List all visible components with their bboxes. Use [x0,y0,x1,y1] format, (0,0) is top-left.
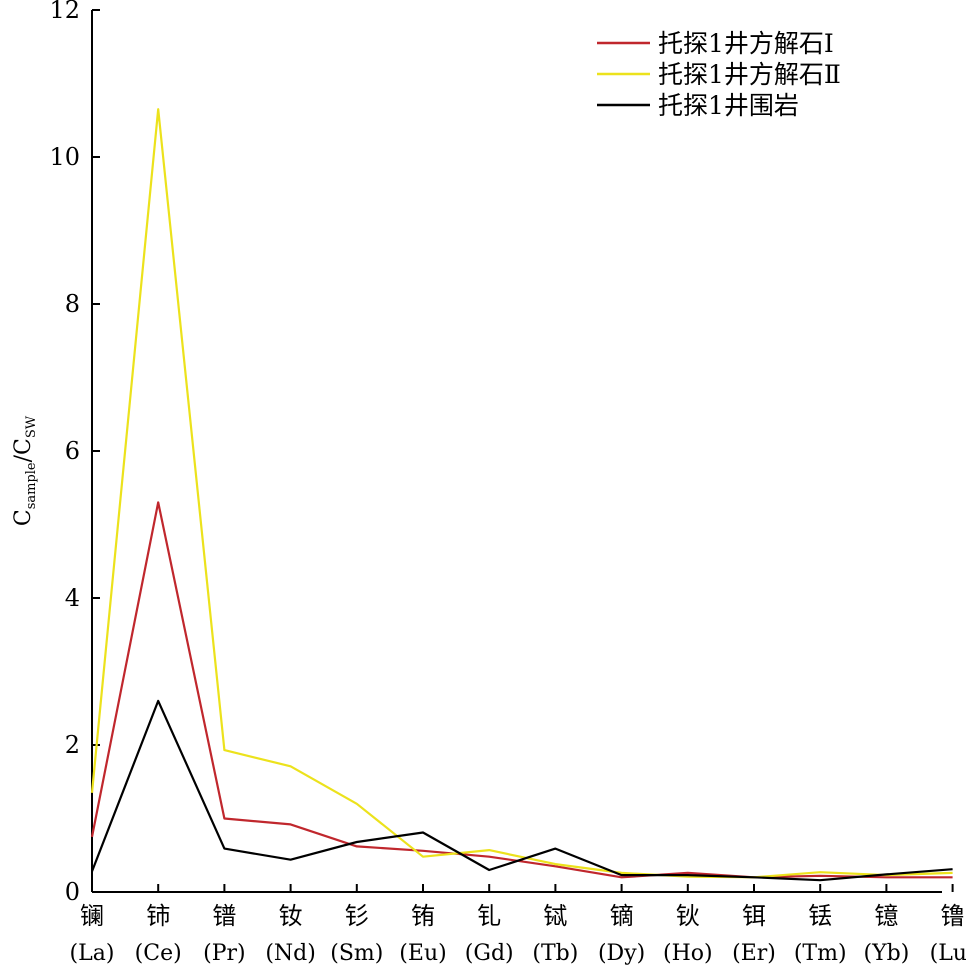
x-tick-label-symbol: (Ho) [663,941,713,966]
series-layer [90,108,953,882]
x-tick-label-element: 钐 [345,902,369,930]
x-tick-label-symbol: (Ce) [135,941,182,966]
x-tick-label-symbol: (Dy) [598,941,645,966]
y-tick-label: 10 [49,143,80,171]
x-tick-label-symbol: (Tb) [532,941,578,966]
series-line-1 [90,501,953,879]
x-tick-label-element: 镨 [212,902,236,930]
x-tick-label-element: 铕 [411,902,435,930]
y-tick-label: 2 [65,731,80,759]
y-tick-label: 0 [65,878,80,906]
x-tick-label-symbol: (Pr) [203,941,246,966]
series-line-2 [90,108,953,879]
x-tick-label-element: 铒 [742,902,766,930]
y-tick-label: 4 [65,584,80,612]
x-tick-label-symbol: (Lu) [930,941,966,966]
x-tick-label-element: 铥 [808,902,832,930]
x-tick-label-symbol: (Eu) [399,941,446,966]
x-tick-label-symbol: (Nd) [265,941,316,966]
x-tick-label-element: 镝 [610,902,634,930]
x-tick-label-element: 铈 [146,902,170,930]
legend-label-2: 托探1井方解石Ⅱ [658,60,841,89]
x-tick-label-symbol: (Sm) [330,941,383,966]
x-tick-label-element: 钬 [676,902,700,930]
axes: 0 2 4 6 8 10 12 镧 (La) 铈 (Ce) 镨 (Pr) 钕 (Nd) 钐 (Sm) 铕 (Eu) 钆… [49,0,966,966]
x-tick-label-symbol: (Er) [732,941,776,966]
x-tick-label-element: 镧 [80,902,104,930]
y-axis-label: Csample/CSW [11,415,39,526]
x-tick-label-element: 钕 [279,902,303,930]
legend-label-1: 托探1井方解石Ⅰ [658,29,834,58]
x-tick-label-element: 铽 [543,902,567,930]
y-axis-title: Csample/CSW [11,415,39,526]
y-tick-label: 6 [65,437,80,465]
x-tick-label-symbol: (La) [70,941,115,966]
series-line-3 [90,699,953,882]
x-tick-label-element: 镱 [874,902,898,930]
y-tick-label: 8 [65,290,80,318]
x-tick-label-symbol: (Yb) [864,941,910,966]
x-tick-label-element: 镥 [941,902,965,930]
x-tick-label-symbol: (Gd) [465,941,514,966]
legend-label-3: 托探1井围岩 [658,91,799,120]
x-tick-label-element: 钆 [477,902,501,930]
y-tick-label: 12 [49,0,80,24]
x-tick-label-symbol: (Tm) [794,941,847,966]
